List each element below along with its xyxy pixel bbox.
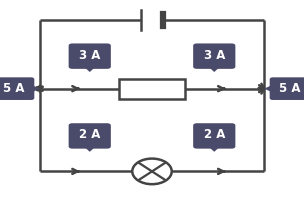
Text: 3 A: 3 A <box>204 49 225 62</box>
Bar <box>119 79 185 98</box>
Polygon shape <box>208 146 220 152</box>
Polygon shape <box>31 85 40 93</box>
Text: 5 A: 5 A <box>279 82 301 95</box>
FancyBboxPatch shape <box>0 77 34 100</box>
FancyBboxPatch shape <box>69 123 111 149</box>
Polygon shape <box>208 66 220 72</box>
FancyBboxPatch shape <box>69 43 111 69</box>
Text: 5 A: 5 A <box>3 82 25 95</box>
FancyBboxPatch shape <box>270 77 304 100</box>
Polygon shape <box>264 85 273 93</box>
FancyBboxPatch shape <box>193 43 235 69</box>
Polygon shape <box>84 66 96 72</box>
Text: 3 A: 3 A <box>79 49 100 62</box>
Text: 2 A: 2 A <box>79 128 100 141</box>
FancyBboxPatch shape <box>193 123 235 149</box>
Polygon shape <box>84 146 96 152</box>
Text: 2 A: 2 A <box>204 128 225 141</box>
